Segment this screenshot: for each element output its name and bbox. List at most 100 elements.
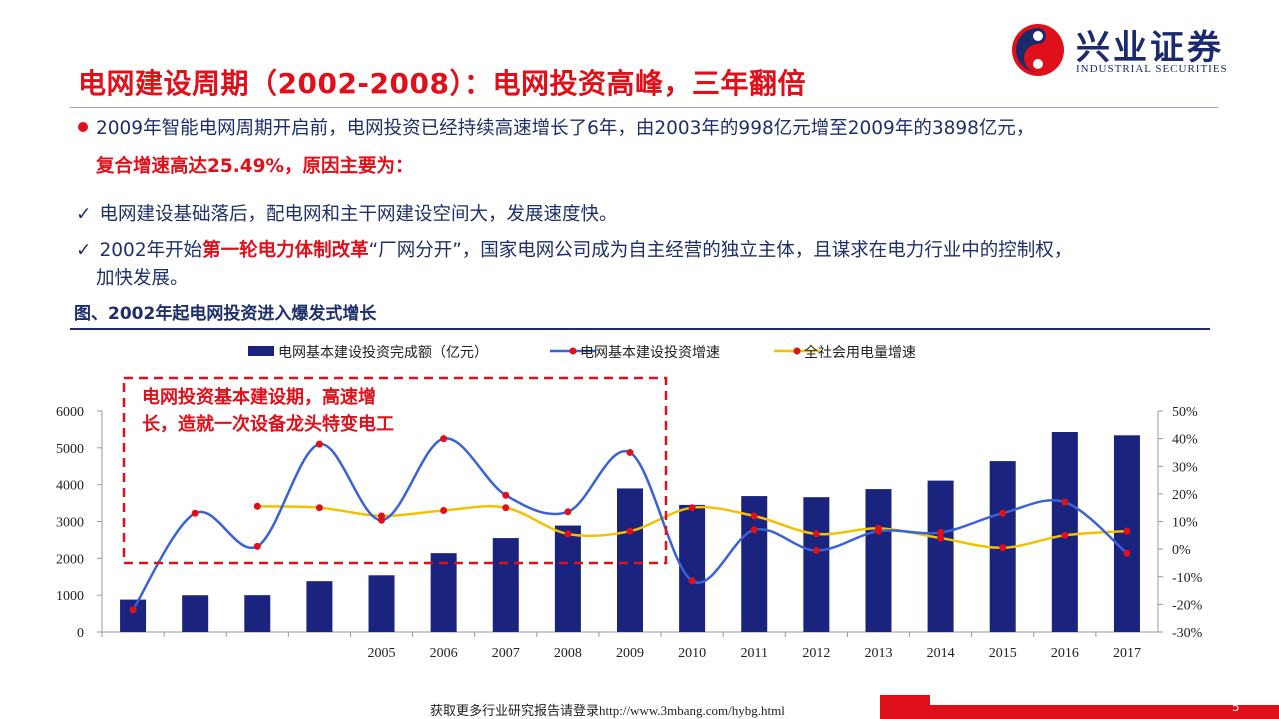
chart-legend: 电网基本建设投资完成额（亿元） 电网基本建设投资增速 全社会用电量增速: [248, 344, 916, 361]
legend-marker-invest: [569, 347, 577, 355]
bullet-dot-icon: [78, 122, 88, 132]
y-tick-label-right: 30%: [1172, 460, 1198, 475]
invest-growth-point: [812, 547, 820, 555]
title-divider: [70, 107, 1218, 108]
invest-growth-point: [750, 526, 758, 534]
bar: [554, 525, 581, 632]
x-tick-label: 2007: [492, 646, 520, 661]
logo-text-en: INDUSTRIAL SECURITIES: [1076, 63, 1228, 75]
y-tick-label-right: 0%: [1172, 543, 1191, 558]
invest-growth-point: [937, 529, 945, 537]
check-item-2-continued: 加快发展。: [96, 268, 189, 289]
y-tick-label-left: 6000: [56, 405, 84, 420]
check-item-highlight: 第一轮电力体制改革: [202, 240, 369, 261]
legend-label-invest: 电网基本建设投资增速: [580, 344, 720, 361]
y-tick-label-right: 50%: [1172, 405, 1198, 420]
power-growth-point: [564, 530, 572, 538]
y-tick-label-right: 20%: [1172, 488, 1198, 503]
footer-link-text[interactable]: 获取更多行业研究报告请登录http://www.3mbang.com/hybg.…: [430, 703, 785, 718]
power-growth-point: [812, 530, 820, 538]
legend-label-bar: 电网基本建设投资完成额（亿元）: [278, 344, 488, 361]
y-tick-label-left: 3000: [56, 516, 84, 531]
power-growth-point: [999, 544, 1007, 552]
x-tick-label: 2006: [430, 646, 458, 661]
y-tick-label-right: -20%: [1172, 598, 1203, 613]
legend-bar-swatch: [248, 346, 274, 356]
bar: [865, 489, 892, 632]
invest-growth-point: [191, 509, 199, 517]
y-tick-label-left: 5000: [56, 442, 84, 457]
annotation-dashed-frame: [122, 376, 668, 565]
x-tick-label: 2011: [740, 646, 767, 661]
checkmark-icon: ✓: [76, 240, 92, 261]
annotation-box: 电网投资基本建设期，高速增 长，造就一次设备龙头特变电工: [122, 376, 668, 565]
bar: [492, 538, 519, 632]
check-item-2: ✓ 2002年开始第一轮电力体制改革“厂网分开”，国家电网公司成为自主经营的独立主…: [76, 236, 1072, 262]
bar: [927, 480, 954, 632]
investment-chart: 电网基本建设投资完成额（亿元） 电网基本建设投资增速 全社会用电量增速 0 100…: [56, 344, 1203, 661]
x-tick-label: 2017: [1113, 646, 1141, 661]
bullet-highlight: 复合增速高达25.49%，原因主要为：: [96, 156, 414, 177]
bar: [244, 595, 271, 632]
check-item-text: 电网建设基础落后，配电网和主干网建设空间大，发展速度快。: [99, 204, 618, 225]
footer-bar-notch: [930, 695, 1279, 705]
power-growth-point: [626, 527, 634, 535]
x-tick-label: 2005: [368, 646, 396, 661]
annotation-line-1: 电网投资基本建设期，高速增: [142, 386, 376, 408]
invest-growth-point: [1123, 549, 1131, 557]
bar: [617, 488, 643, 632]
power-growth-point: [440, 506, 448, 514]
chart-axes: 0 1000 2000 3000 4000 5000 6000 -30% -20% -10% 0% 1…: [56, 405, 1203, 661]
invest-growth-point: [378, 516, 386, 524]
bar: [803, 497, 830, 632]
y-tick-label-right: 40%: [1172, 433, 1198, 448]
invest-growth-point: [315, 440, 323, 448]
invest-growth-point: [999, 509, 1007, 517]
power-growth-point: [750, 512, 758, 520]
check-item-text-post: “厂网分开”，国家电网公司成为自主经营的独立主体，且谋求在电力行业中的控制权，: [368, 240, 1073, 261]
power-growth-point: [1123, 527, 1131, 535]
company-logo: 兴业证券 INDUSTRIAL SECURITIES: [1010, 20, 1260, 80]
x-tick-label: 2008: [554, 646, 582, 661]
invest-growth-point: [440, 435, 448, 443]
power-growth-point: [688, 504, 696, 512]
annotation-line-2: 长，造就一次设备龙头特变电工: [142, 413, 394, 435]
y-tick-label-left: 0: [77, 626, 84, 641]
y-tick-label-right: -30%: [1172, 626, 1203, 641]
power-growth-point: [937, 534, 945, 542]
line-series: [129, 435, 1131, 614]
bullet-text: 2009年智能电网周期开启前，电网投资已经持续高速增长了6年，由2003年的99…: [96, 118, 1035, 139]
y-tick-label-left: 2000: [56, 552, 84, 567]
y-tick-label-right: -10%: [1172, 571, 1203, 586]
x-tick-label: 2016: [1051, 646, 1079, 661]
figure-divider: [70, 328, 1210, 330]
y-tick-label-left: 1000: [56, 589, 84, 604]
invest-growth-point: [626, 448, 634, 456]
x-tick-label: 2015: [989, 646, 1017, 661]
bullet-point: 2009年智能电网周期开启前，电网投资已经持续高速增长了6年，由2003年的99…: [78, 114, 1034, 140]
x-tick-label: 2013: [864, 646, 892, 661]
invest-growth-point: [564, 508, 572, 516]
logo-icon: [1012, 24, 1064, 76]
legend-marker-power: [793, 347, 801, 355]
check-item-1: ✓ 电网建设基础落后，配电网和主干网建设空间大，发展速度快。: [76, 200, 618, 226]
check-item-text-pre: 2002年开始: [99, 240, 203, 261]
page-title: 电网建设周期（2002-2008）：电网投资高峰，三年翻倍: [78, 67, 806, 100]
invest-growth-point: [688, 577, 696, 585]
bar: [306, 581, 333, 632]
y-tick-label-right: 10%: [1172, 516, 1198, 531]
bar: [182, 595, 209, 632]
figure-title: 图、2002年起电网投资进入爆发式增长: [74, 304, 377, 324]
power-growth-point: [1061, 531, 1069, 539]
power-growth-point: [315, 504, 323, 512]
x-tick-label: 2009: [616, 646, 644, 661]
invest-growth-point: [253, 542, 261, 550]
bar: [368, 575, 395, 632]
legend-label-power: 全社会用电量增速: [804, 344, 916, 361]
x-tick-label: 2014: [927, 646, 955, 661]
bar: [120, 599, 147, 632]
page-number: 5: [1232, 700, 1240, 714]
invest-growth-point: [1061, 498, 1069, 506]
power-growth-point: [502, 504, 510, 512]
y-tick-label-left: 4000: [56, 479, 84, 494]
